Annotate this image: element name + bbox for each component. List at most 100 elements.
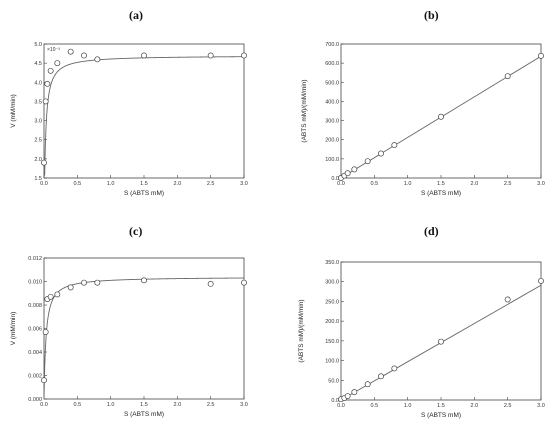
panel-label-c: (c) bbox=[129, 224, 143, 238]
data-point bbox=[94, 279, 101, 286]
y-tick-label: 0.0 bbox=[331, 176, 339, 182]
data-point bbox=[344, 170, 351, 177]
data-point bbox=[81, 279, 87, 286]
data-point bbox=[241, 52, 247, 59]
data-point bbox=[438, 113, 444, 120]
y-tick-label: 2.0 bbox=[34, 157, 42, 163]
x-tick-label: 2.5 bbox=[504, 181, 512, 187]
x-tick-label: 2.5 bbox=[504, 403, 512, 409]
x-tick-label: 0.5 bbox=[74, 181, 82, 187]
data-point bbox=[241, 279, 247, 286]
y-tick-label: 200.0 bbox=[325, 138, 339, 144]
data-point bbox=[351, 389, 358, 396]
data-point bbox=[378, 150, 384, 157]
x-tick-label: 2.0 bbox=[471, 403, 479, 409]
x-tick-label: 0.5 bbox=[371, 403, 379, 409]
y-tick-label: 0.002 bbox=[28, 374, 42, 380]
y-tick-label: 4.0 bbox=[34, 80, 42, 86]
data-point bbox=[81, 52, 87, 59]
data-point bbox=[538, 277, 544, 284]
y-tick-label: 1.5 bbox=[34, 176, 42, 182]
y-tick-label: 5.0 bbox=[34, 42, 42, 48]
x-axis-label: S (ABTS mM) bbox=[421, 412, 461, 419]
y-tick-label: 100.0 bbox=[325, 359, 339, 365]
data-point bbox=[391, 142, 398, 149]
x-tick-label: 1.5 bbox=[437, 181, 445, 187]
x-tick-label: 0.5 bbox=[371, 181, 379, 187]
y-tick-label: 4.5 bbox=[34, 61, 42, 67]
x-tick-label: 0.0 bbox=[40, 181, 48, 187]
y-tick-label: 250.0 bbox=[325, 299, 339, 305]
y-tick-label: 50.0 bbox=[328, 378, 339, 384]
x-axis-label: S (ABTS mM) bbox=[124, 411, 164, 418]
data-point bbox=[504, 73, 511, 80]
y-tick-label: 2.5 bbox=[34, 138, 42, 144]
y-tick-label: 300.0 bbox=[325, 119, 339, 125]
panel-label-b: (b) bbox=[424, 8, 439, 22]
data-point bbox=[67, 48, 74, 55]
y-multiplier-label: ×10⁻³ bbox=[47, 47, 60, 53]
y-tick-label: 0.008 bbox=[28, 303, 42, 309]
data-point bbox=[351, 166, 358, 173]
x-tick-label: 3.0 bbox=[537, 403, 545, 409]
x-tick-label: 2.5 bbox=[207, 181, 215, 187]
y-axis-label: V (mM/min) bbox=[10, 312, 17, 346]
data-point bbox=[44, 80, 51, 87]
y-tick-label: 100.0 bbox=[325, 157, 339, 163]
plot-frame-d bbox=[340, 261, 542, 401]
data-point bbox=[67, 284, 74, 291]
plot-frame-a bbox=[43, 43, 245, 179]
x-tick-label: 2.0 bbox=[471, 181, 479, 187]
y-tick-label: 0.004 bbox=[28, 350, 42, 356]
plot-frame-b bbox=[340, 43, 542, 179]
x-tick-label: 1.5 bbox=[140, 402, 148, 408]
data-point bbox=[42, 329, 49, 335]
x-tick-label: 1.0 bbox=[404, 403, 412, 409]
data-point bbox=[47, 67, 54, 74]
y-tick-label: 200.0 bbox=[325, 319, 339, 325]
x-tick-label: 2.5 bbox=[207, 402, 215, 408]
x-axis-label: S (ABTS mM) bbox=[124, 190, 164, 197]
x-tick-label: 3.0 bbox=[240, 181, 248, 187]
data-point bbox=[41, 377, 47, 384]
x-tick-label: 0.5 bbox=[74, 402, 82, 408]
x-tick-label: 2.0 bbox=[174, 402, 182, 408]
x-tick-label: 1.0 bbox=[107, 402, 115, 408]
data-point bbox=[41, 159, 47, 166]
y-tick-label: 0.000 bbox=[28, 397, 42, 403]
data-point bbox=[47, 293, 54, 300]
y-axis-label: (ABTS mM)/(mM/min) bbox=[298, 299, 305, 362]
data-point bbox=[94, 56, 101, 63]
y-tick-label: 300.0 bbox=[325, 280, 339, 286]
fit-line-a bbox=[44, 56, 244, 176]
y-tick-label: 0.006 bbox=[28, 327, 42, 333]
x-tick-label: 0.0 bbox=[337, 403, 345, 409]
x-tick-label: 0.0 bbox=[337, 181, 345, 187]
data-point bbox=[438, 338, 444, 345]
data-point bbox=[504, 296, 511, 303]
data-point bbox=[42, 98, 49, 105]
data-point bbox=[378, 373, 384, 380]
x-tick-label: 1.5 bbox=[140, 181, 148, 187]
panel-label-d: (d) bbox=[424, 224, 439, 238]
data-point bbox=[538, 52, 544, 59]
y-tick-label: 600.0 bbox=[325, 61, 339, 67]
y-tick-label: 3.0 bbox=[34, 119, 42, 125]
fit-line-c bbox=[43, 277, 244, 400]
y-axis-label: V (mM/min) bbox=[10, 94, 17, 128]
data-point bbox=[364, 158, 371, 165]
data-point bbox=[364, 381, 371, 388]
data-point bbox=[54, 291, 61, 298]
y-tick-label: 500.0 bbox=[325, 80, 339, 86]
y-tick-label: 700.0 bbox=[325, 42, 339, 48]
x-tick-label: 1.0 bbox=[107, 181, 115, 187]
y-tick-label: 400.0 bbox=[325, 99, 339, 105]
y-tick-label: 0.0 bbox=[331, 398, 339, 404]
y-tick-label: 0.012 bbox=[28, 256, 42, 262]
data-point bbox=[141, 52, 147, 59]
x-tick-label: 0.0 bbox=[40, 402, 48, 408]
y-tick-label: 150.0 bbox=[325, 339, 339, 345]
panel-label-a: (a) bbox=[129, 8, 143, 22]
data-point bbox=[207, 52, 214, 59]
